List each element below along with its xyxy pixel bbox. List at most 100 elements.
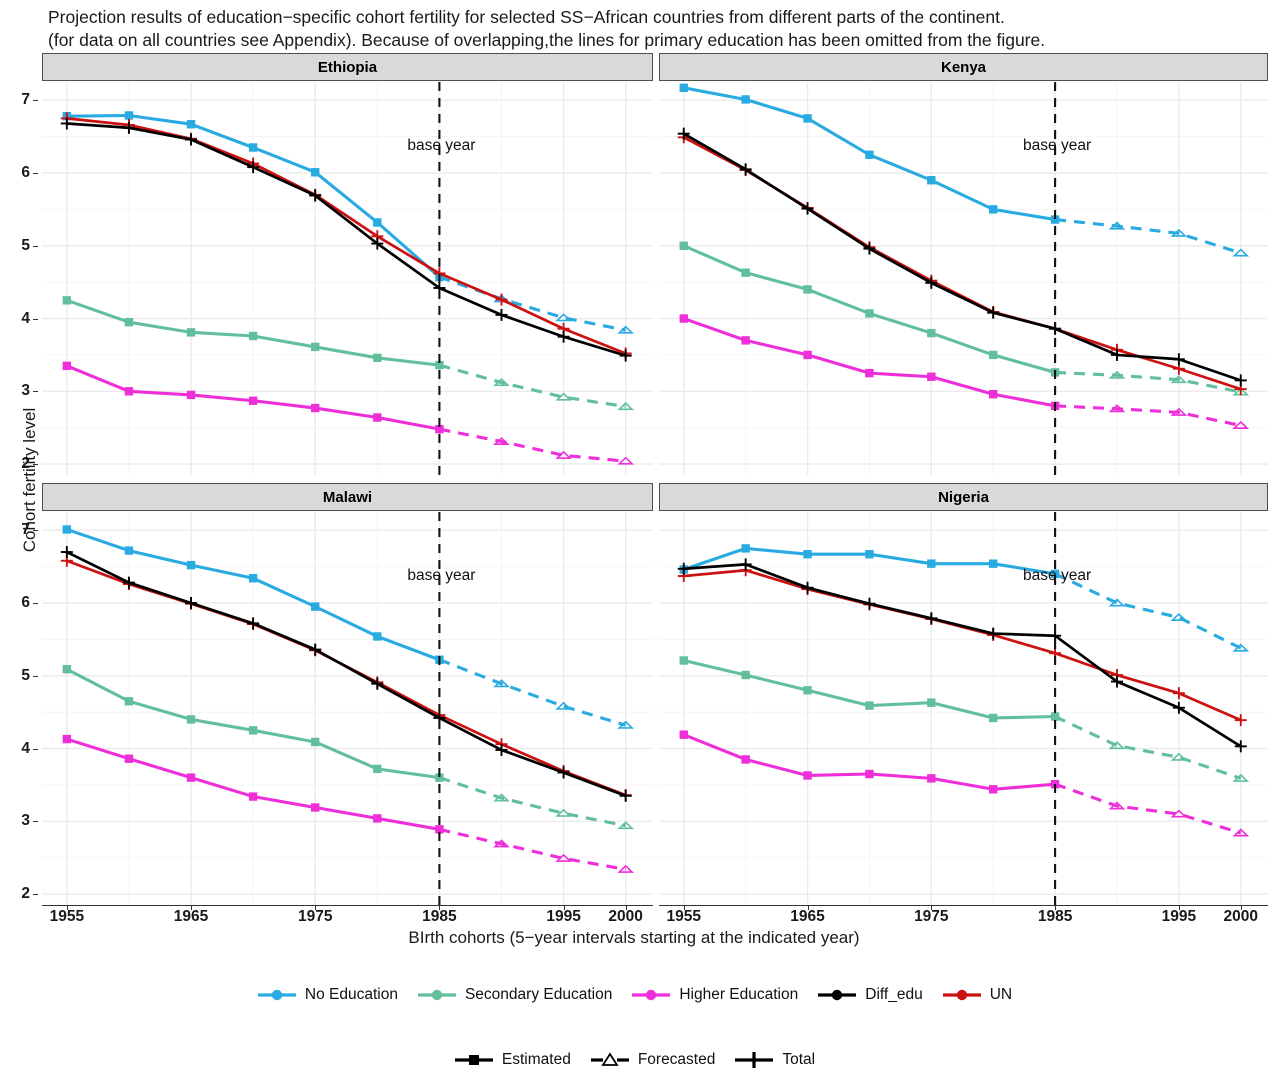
marker-square (927, 328, 936, 338)
marker-square (62, 296, 72, 305)
marker-square (741, 336, 750, 345)
x-axis-tick-label: 1965 (790, 908, 825, 925)
marker-square (989, 785, 998, 794)
x-axis-tick-mark (191, 905, 193, 910)
legend-label: Higher Education (679, 986, 799, 1003)
panel-series-kenya (677, 82, 1250, 475)
marker-square (373, 218, 382, 227)
x-axis-tick-label: 1995 (1161, 908, 1197, 925)
marker-square (803, 285, 812, 294)
marker-square (741, 268, 750, 277)
series-secondary-education (679, 241, 1250, 396)
series-diff-edu (677, 127, 1247, 387)
marker-square (186, 328, 196, 337)
marker-square (186, 560, 196, 570)
x-axis-tick-label: 1985 (422, 908, 457, 925)
legend-item-estimated[interactable]: Estimated (453, 1051, 571, 1069)
marker-square (373, 814, 382, 823)
marker-square (311, 342, 320, 352)
x-axis-tick-mark (807, 905, 809, 910)
y-axis-tick-label: 2 (21, 455, 30, 473)
legend-item-no-education[interactable]: No Education (256, 986, 398, 1004)
marker-square (311, 602, 320, 611)
y-axis-tick-label: 7 (21, 91, 30, 109)
marker-square (248, 331, 258, 341)
marker-triangle (617, 821, 635, 830)
x-axis-tick-mark (1055, 905, 1057, 910)
y-axis-tick-mark (33, 894, 38, 896)
marker-square (373, 353, 382, 363)
marker-square (248, 574, 258, 583)
legend-item-secondary-education[interactable]: Secondary Education (416, 986, 612, 1004)
marker-square (373, 413, 382, 422)
marker-square (741, 95, 750, 104)
marker-square (927, 698, 936, 707)
marker-triangle (1170, 752, 1188, 761)
marker-square (679, 241, 688, 250)
marker-triangle (617, 325, 635, 334)
panel-title-kenya: Kenya (940, 58, 987, 76)
y-axis-tick-label: 2 (21, 885, 30, 903)
marker-square (1050, 215, 1060, 224)
marker-square (62, 525, 72, 534)
marker-square (124, 697, 134, 706)
legend-item-higher-education[interactable]: Higher Education (630, 986, 798, 1004)
y-axis-tick-label: 7 (21, 521, 30, 539)
y-axis-tick-mark (33, 675, 38, 677)
marker-square (989, 350, 998, 360)
marker-square (248, 726, 258, 735)
panel-title-nigeria: Nigeria (938, 488, 989, 506)
legend-item-total[interactable]: Total (733, 1051, 815, 1069)
base-year-annotation: base year (407, 567, 476, 584)
marker-square (435, 825, 444, 834)
marker-square (989, 559, 998, 568)
panel-series-malawi (60, 512, 635, 905)
x-axis-tick-mark (931, 905, 933, 910)
series-diff-edu (677, 558, 1247, 753)
marker-square (679, 314, 688, 323)
legend-marker-plus-icon (735, 1052, 774, 1068)
marker-square (803, 686, 812, 695)
x-axis-tick-mark (563, 905, 565, 910)
base-year-annotation: base year (1023, 137, 1092, 154)
marker-square (1050, 569, 1060, 579)
marker-square (927, 774, 936, 783)
y-axis-tick-mark (33, 391, 38, 393)
legend-item-forecasted[interactable]: Forecasted (589, 1051, 715, 1069)
marker-square (124, 111, 134, 120)
marker-square (248, 396, 258, 405)
marker-square (1050, 712, 1060, 721)
marker-triangle (1170, 375, 1188, 384)
legend-item-diff-edu[interactable]: Diff_edu (816, 986, 923, 1004)
legend-color: No Education Secondary Education Higher Ed… (0, 986, 1268, 1004)
marker-square (311, 168, 320, 177)
legend-label: No Education (304, 986, 398, 1003)
marker-triangle (1108, 801, 1126, 810)
marker-square (124, 546, 134, 555)
base-year-annotation: base year (407, 137, 476, 154)
series-secondary-education (679, 656, 1250, 782)
y-axis-tick-label: 3 (21, 382, 30, 400)
x-axis-tick-mark (1178, 905, 1180, 910)
marker-square (435, 773, 444, 782)
panel-series-ethiopia (60, 82, 635, 475)
marker-square (373, 632, 382, 641)
panel-title-malawi: Malawi (322, 488, 373, 506)
marker-square (248, 143, 258, 152)
x-axis-tick-label: 1965 (173, 908, 209, 925)
legend-item-un[interactable]: UN (941, 986, 1012, 1004)
x-axis-tick-mark (315, 905, 317, 910)
marker-square (927, 176, 936, 185)
marker-square (927, 559, 936, 568)
marker-square (865, 150, 874, 159)
marker-triangle (1170, 809, 1188, 818)
marker-square (989, 205, 998, 214)
panel-strip-kenya: Kenya (659, 53, 1268, 81)
marker-triangle (1232, 248, 1250, 257)
legend-label: Diff_edu (865, 986, 923, 1003)
marker-square (248, 792, 258, 801)
marker-square (311, 803, 320, 812)
panel-strip-malawi: Malawi (42, 483, 653, 511)
y-axis-tick-label: 6 (21, 163, 30, 181)
